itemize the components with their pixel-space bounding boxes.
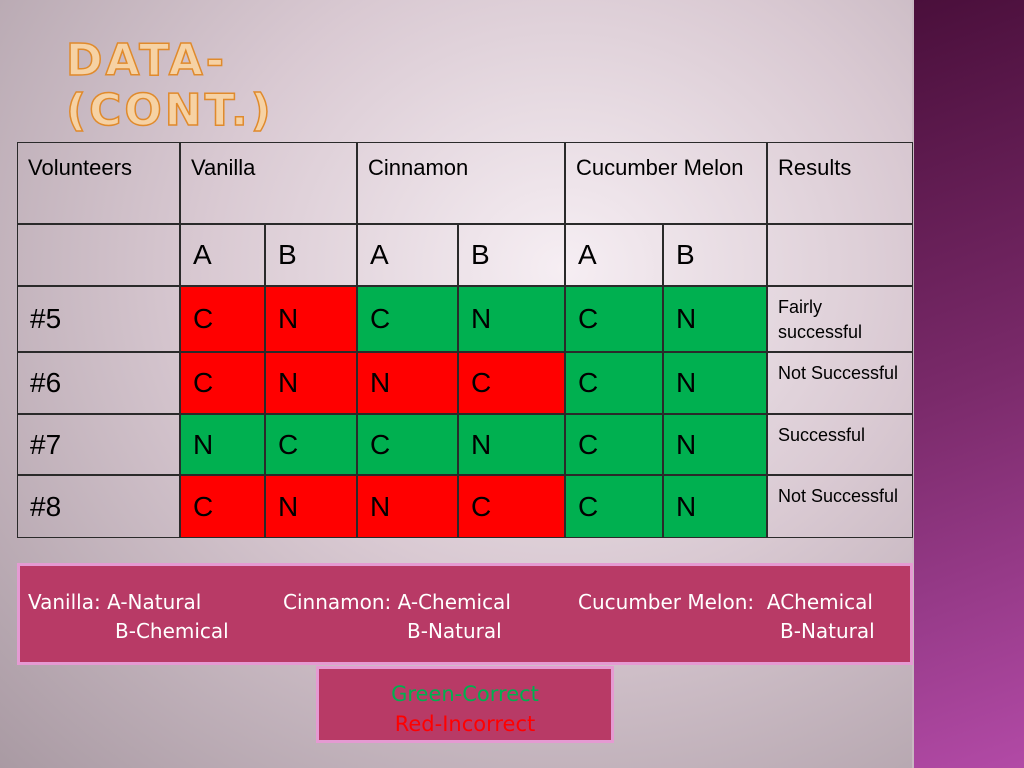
result-text: Fairly successful	[767, 286, 913, 352]
result-cell: C	[357, 414, 458, 475]
result-cell: C	[565, 475, 663, 538]
result-cell: C	[180, 286, 265, 352]
legend-line: B-Chemical	[115, 619, 229, 643]
column-header: Volunteers	[17, 142, 180, 224]
result-cell: N	[663, 352, 767, 414]
key-item: Red-Incorrect	[394, 712, 536, 736]
result-cell: N	[458, 414, 565, 475]
column-header: Results	[767, 142, 913, 224]
title-line: DATA-	[65, 35, 228, 87]
result-cell: N	[265, 286, 357, 352]
result-cell: C	[565, 352, 663, 414]
legend-line: B-Natural	[407, 619, 502, 643]
result-cell: N	[663, 414, 767, 475]
row-label: #8	[17, 475, 180, 538]
legend-line: B-Natural	[780, 619, 875, 643]
subcolumn-header: B	[458, 224, 565, 286]
subcolumn-header: A	[565, 224, 663, 286]
result-cell: C	[180, 475, 265, 538]
result-cell: N	[357, 475, 458, 538]
result-text: Successful	[767, 414, 913, 475]
subcolumn-header: B	[265, 224, 357, 286]
result-text: Not Successful	[767, 475, 913, 538]
result-cell: N	[663, 475, 767, 538]
row-label: #5	[17, 286, 180, 352]
title-line: (CONT.)	[65, 85, 274, 137]
column-header: Cinnamon	[357, 142, 565, 224]
subcolumn-header: A	[357, 224, 458, 286]
title: DATA- (CONT.)	[65, 35, 274, 137]
result-cell: N	[265, 475, 357, 538]
result-cell: N	[265, 352, 357, 414]
legend-line: Cucumber Melon: AChemical	[578, 590, 873, 614]
row-label: #6	[17, 352, 180, 414]
empty-cell	[767, 224, 913, 286]
side-strip	[912, 0, 1024, 768]
result-cell: N	[180, 414, 265, 475]
legend-box: Vanilla: A-Natural B-Chemical Cinnamon: A-…	[17, 563, 913, 665]
result-cell: C	[458, 475, 565, 538]
legend-line: Vanilla: A-Natural	[28, 590, 202, 614]
result-cell: C	[565, 414, 663, 475]
column-header: Cucumber Melon	[565, 142, 767, 224]
result-cell: N	[663, 286, 767, 352]
subcolumn-header: A	[180, 224, 265, 286]
empty-cell	[17, 224, 180, 286]
result-cell: C	[265, 414, 357, 475]
legend-line: Cinnamon: A-Chemical	[283, 590, 511, 614]
key-item: Green-Correct	[391, 682, 539, 706]
subcolumn-header: B	[663, 224, 767, 286]
row-label: #7	[17, 414, 180, 475]
result-cell: N	[357, 352, 458, 414]
result-cell: C	[565, 286, 663, 352]
column-header: Vanilla	[180, 142, 357, 224]
result-cell: C	[357, 286, 458, 352]
result-cell: C	[458, 352, 565, 414]
result-cell: N	[458, 286, 565, 352]
result-text: Not Successful	[767, 352, 913, 414]
key-box: Green-Correct Red-Incorrect	[316, 666, 614, 743]
result-cell: C	[180, 352, 265, 414]
